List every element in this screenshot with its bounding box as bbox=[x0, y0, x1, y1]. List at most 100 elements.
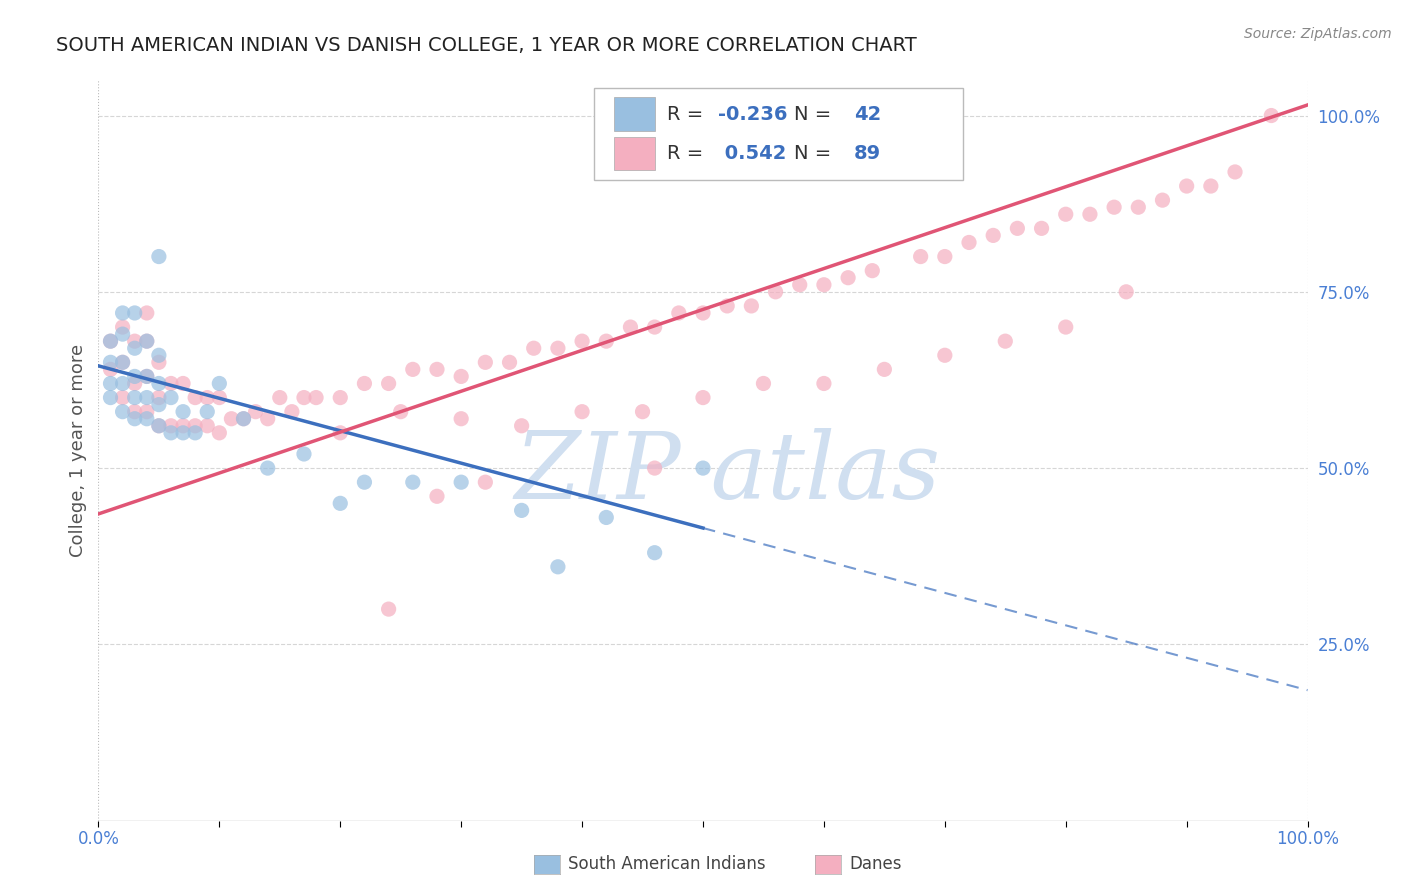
Point bbox=[148, 391, 170, 405]
Point bbox=[100, 334, 122, 348]
Point bbox=[111, 376, 134, 391]
Point bbox=[329, 496, 352, 510]
Point bbox=[111, 355, 134, 369]
Point bbox=[208, 376, 231, 391]
Point bbox=[111, 327, 134, 342]
Point bbox=[135, 405, 157, 419]
Point bbox=[124, 376, 146, 391]
Point bbox=[547, 559, 569, 574]
Point bbox=[195, 405, 218, 419]
Text: -0.236: -0.236 bbox=[717, 105, 787, 124]
Point bbox=[571, 405, 593, 419]
Point bbox=[426, 489, 449, 503]
Point bbox=[450, 475, 472, 490]
Point bbox=[124, 306, 146, 320]
Point bbox=[1007, 221, 1029, 235]
Point bbox=[595, 334, 617, 348]
Point bbox=[135, 369, 157, 384]
Point bbox=[111, 306, 134, 320]
Point bbox=[1260, 109, 1282, 123]
Point bbox=[208, 425, 231, 440]
Text: Danes: Danes bbox=[849, 855, 901, 873]
FancyBboxPatch shape bbox=[595, 87, 963, 180]
Point bbox=[353, 376, 375, 391]
Point bbox=[547, 341, 569, 355]
Text: N =: N = bbox=[793, 144, 837, 163]
Point bbox=[813, 277, 835, 292]
Point bbox=[692, 461, 714, 475]
Point bbox=[644, 461, 666, 475]
Point bbox=[148, 355, 170, 369]
Point bbox=[668, 306, 690, 320]
Point bbox=[873, 362, 896, 376]
Text: 0.542: 0.542 bbox=[717, 144, 786, 163]
Point bbox=[994, 334, 1017, 348]
Point bbox=[172, 405, 194, 419]
Point bbox=[148, 348, 170, 362]
Point bbox=[100, 376, 122, 391]
Point bbox=[426, 362, 449, 376]
Point bbox=[148, 418, 170, 433]
Point bbox=[160, 418, 183, 433]
Point bbox=[752, 376, 775, 391]
Point bbox=[256, 461, 278, 475]
Point bbox=[135, 334, 157, 348]
Point bbox=[1054, 207, 1077, 221]
Point bbox=[644, 546, 666, 560]
Point bbox=[450, 411, 472, 425]
Point bbox=[160, 391, 183, 405]
Text: 89: 89 bbox=[855, 144, 882, 163]
Point bbox=[1078, 207, 1101, 221]
Point bbox=[837, 270, 859, 285]
FancyBboxPatch shape bbox=[613, 136, 655, 170]
Point bbox=[1152, 193, 1174, 207]
Point bbox=[1175, 179, 1198, 194]
Point bbox=[111, 355, 134, 369]
Point bbox=[981, 228, 1004, 243]
Point bbox=[1102, 200, 1125, 214]
Point bbox=[221, 411, 243, 425]
Point bbox=[644, 320, 666, 334]
FancyBboxPatch shape bbox=[613, 97, 655, 131]
Y-axis label: College, 1 year or more: College, 1 year or more bbox=[69, 344, 87, 557]
Point bbox=[160, 376, 183, 391]
Point bbox=[450, 369, 472, 384]
Point bbox=[160, 425, 183, 440]
Point bbox=[305, 391, 328, 405]
Text: Source: ZipAtlas.com: Source: ZipAtlas.com bbox=[1244, 27, 1392, 41]
Point bbox=[716, 299, 738, 313]
Point bbox=[184, 418, 207, 433]
Point bbox=[1128, 200, 1150, 214]
Point bbox=[934, 348, 956, 362]
Point bbox=[195, 418, 218, 433]
Point bbox=[910, 250, 932, 264]
Text: R =: R = bbox=[666, 105, 709, 124]
Point bbox=[135, 334, 157, 348]
Text: South American Indians: South American Indians bbox=[568, 855, 766, 873]
Point bbox=[353, 475, 375, 490]
Point bbox=[292, 447, 315, 461]
Point bbox=[124, 405, 146, 419]
Point bbox=[292, 391, 315, 405]
Point bbox=[111, 320, 134, 334]
Point bbox=[281, 405, 304, 419]
Point bbox=[619, 320, 641, 334]
Point bbox=[692, 391, 714, 405]
Point bbox=[124, 334, 146, 348]
Point bbox=[957, 235, 980, 250]
Point bbox=[789, 277, 811, 292]
Point bbox=[124, 391, 146, 405]
Point bbox=[402, 475, 425, 490]
Point bbox=[402, 362, 425, 376]
Point bbox=[232, 411, 254, 425]
Point bbox=[329, 425, 352, 440]
Point bbox=[256, 411, 278, 425]
Point bbox=[135, 369, 157, 384]
Text: R =: R = bbox=[666, 144, 709, 163]
Point bbox=[571, 334, 593, 348]
Point bbox=[172, 425, 194, 440]
Point bbox=[111, 391, 134, 405]
Point bbox=[184, 391, 207, 405]
Point bbox=[148, 398, 170, 412]
Point bbox=[692, 306, 714, 320]
